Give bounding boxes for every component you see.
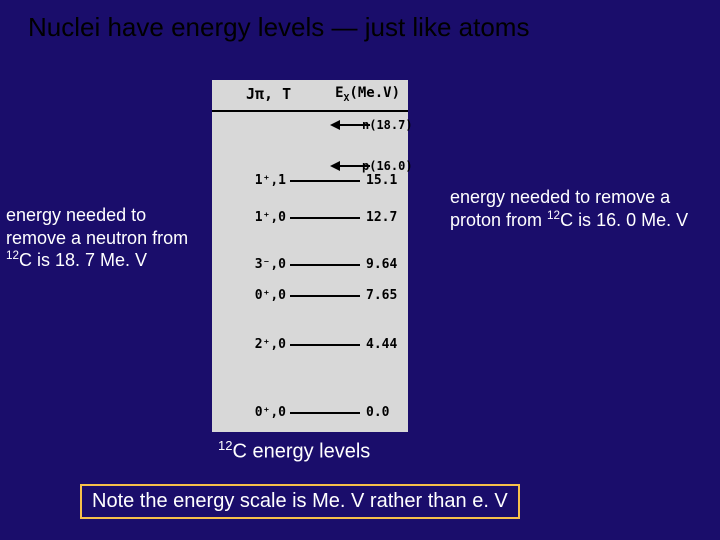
energy-level [290,180,360,182]
level-jp: 1⁺,1 [255,173,286,188]
energy-level [290,344,360,346]
neutron-removal-note: energy needed to remove a neutron from 1… [6,204,211,272]
energy-level-chart: Jπ, T EX(Me.V) n(18.7) p(16.0) 0⁺,00.02⁺… [212,80,408,432]
level-ex: 4.44 [366,337,397,352]
level-ex: 9.64 [366,257,397,272]
level-jp: 0⁺,0 [255,405,286,420]
chart-header: Jπ, T EX(Me.V) [212,80,408,112]
neutron-label: n(18.7) [362,118,413,132]
slide: Nuclei have energy levels — just like at… [0,0,720,540]
energy-level [290,217,360,219]
level-jp: 2⁺,0 [255,337,286,352]
level-jp: 1⁺,0 [255,210,286,225]
proton-removal-note: energy needed to remove a proton from 12… [450,186,700,231]
level-jp: 3⁻,0 [255,257,286,272]
header-ex-label: EX(Me.V) [335,85,400,104]
energy-level [290,412,360,414]
proton-label: p(16.0) [362,159,413,173]
level-ex: 12.7 [366,210,397,225]
chart-caption: 12C energy levels [218,438,370,464]
level-ex: 7.65 [366,288,397,303]
slide-title: Nuclei have energy levels — just like at… [28,12,529,43]
level-jp: 0⁺,0 [255,288,286,303]
energy-level [290,295,360,297]
energy-level [290,264,360,266]
level-ex: 15.1 [366,173,397,188]
footnote-box: Note the energy scale is Me. V rather th… [80,484,520,519]
header-jpi-label: Jπ, T [246,85,291,103]
level-ex: 0.0 [366,405,389,420]
